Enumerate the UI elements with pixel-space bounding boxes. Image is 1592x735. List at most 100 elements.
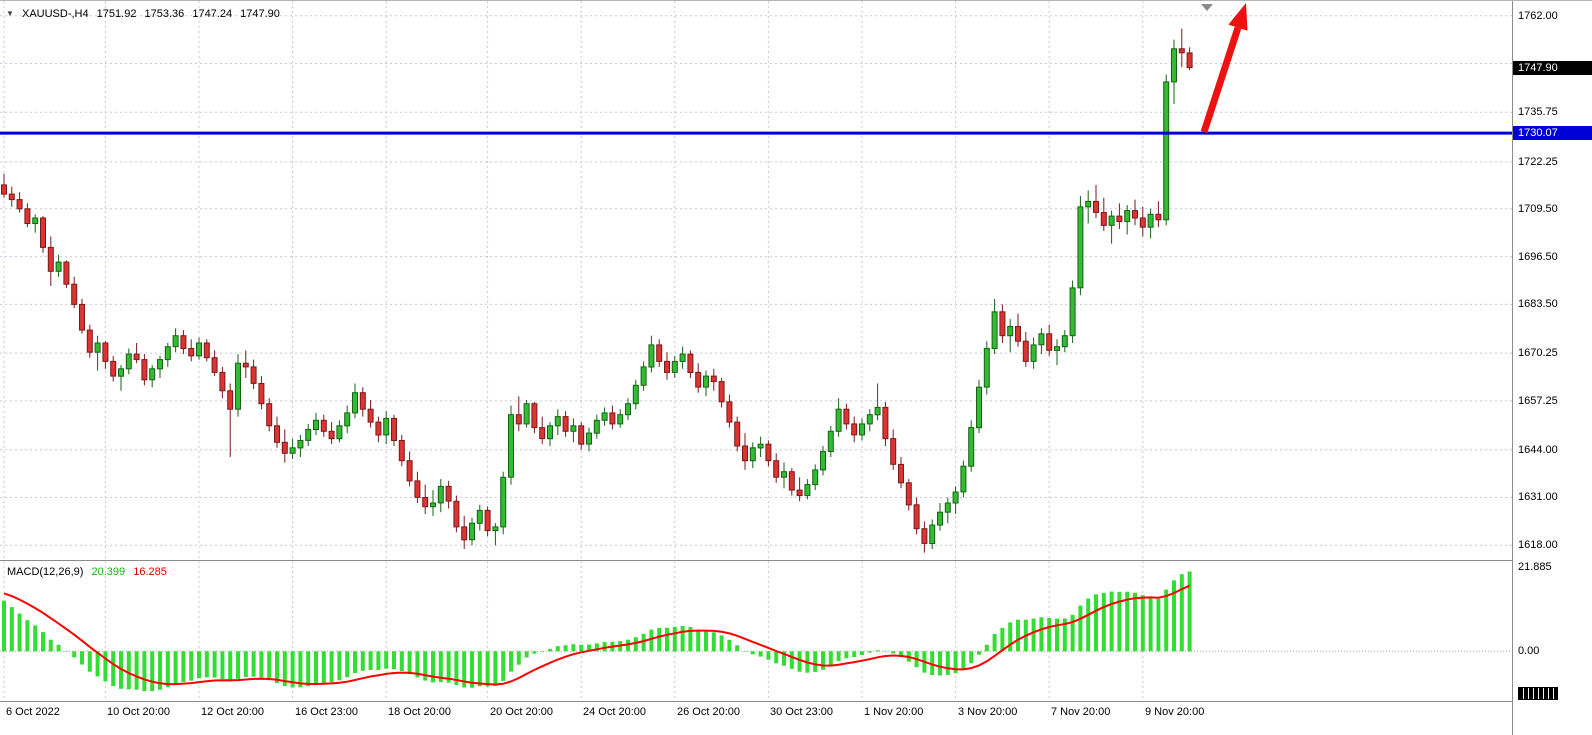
candle[interactable] [250, 366, 257, 384]
candle[interactable] [898, 463, 904, 484]
candle[interactable] [1116, 215, 1123, 223]
candle[interactable] [593, 419, 600, 434]
candle[interactable] [1100, 212, 1107, 226]
candle[interactable] [281, 441, 288, 454]
candle[interactable] [1108, 215, 1115, 226]
candle[interactable] [1069, 287, 1076, 337]
candle[interactable] [16, 199, 23, 210]
candle[interactable] [375, 421, 382, 436]
candle[interactable] [274, 425, 280, 443]
candle[interactable] [398, 440, 405, 462]
candle[interactable] [648, 344, 655, 368]
candle[interactable] [913, 504, 920, 530]
candle[interactable] [492, 526, 499, 532]
candles-series[interactable] [1, 28, 1193, 553]
candle[interactable] [905, 482, 912, 506]
chart-shift-marker-icon[interactable] [1201, 4, 1213, 11]
candle[interactable] [1046, 333, 1053, 351]
candle[interactable] [866, 414, 873, 425]
candle[interactable] [180, 335, 187, 350]
candle[interactable] [851, 423, 858, 436]
candle[interactable] [141, 359, 148, 381]
candle[interactable] [297, 440, 304, 449]
candle[interactable] [79, 303, 85, 331]
candle[interactable] [110, 360, 117, 377]
candle[interactable] [632, 384, 639, 405]
symbol-dropdown-icon[interactable]: ▼ [6, 9, 14, 18]
candle[interactable] [1093, 200, 1099, 213]
candle[interactable] [336, 425, 343, 440]
candle[interactable] [523, 403, 530, 425]
candle[interactable] [640, 366, 647, 386]
candle[interactable] [742, 445, 748, 462]
candle[interactable] [586, 432, 592, 445]
candle[interactable] [944, 502, 951, 513]
candle[interactable] [601, 412, 608, 421]
candle[interactable] [32, 217, 39, 224]
candle[interactable] [500, 476, 507, 528]
candle[interactable] [539, 427, 546, 440]
candle[interactable] [367, 408, 374, 423]
candle[interactable] [47, 246, 54, 272]
candle[interactable] [86, 329, 93, 353]
macd-scale-grip[interactable] [1518, 687, 1558, 700]
candle[interactable] [1015, 326, 1021, 342]
candle[interactable] [515, 414, 522, 425]
candle[interactable] [1155, 213, 1162, 221]
candle[interactable] [430, 502, 436, 508]
candle[interactable] [258, 383, 265, 405]
candle[interactable] [617, 414, 624, 425]
candle[interactable] [757, 443, 764, 449]
candle[interactable] [710, 375, 717, 383]
candle[interactable] [305, 428, 312, 441]
candle[interactable] [71, 283, 78, 305]
candle[interactable] [1163, 81, 1170, 221]
candle[interactable] [476, 509, 483, 524]
candle[interactable] [788, 471, 795, 491]
candle[interactable] [859, 423, 865, 436]
candle[interactable] [242, 362, 249, 368]
candle[interactable] [188, 348, 195, 357]
candle[interactable] [999, 311, 1006, 337]
candle[interactable] [227, 390, 234, 410]
candle[interactable] [203, 342, 210, 359]
candle[interactable] [445, 485, 452, 502]
candle[interactable] [352, 392, 358, 414]
candle[interactable] [469, 522, 475, 541]
candle[interactable] [609, 412, 616, 425]
candle[interactable] [328, 430, 335, 440]
candle[interactable] [320, 419, 327, 432]
candle[interactable] [991, 311, 998, 350]
candle[interactable] [937, 511, 943, 526]
candle[interactable] [94, 342, 101, 353]
candle[interactable] [983, 348, 990, 388]
candle[interactable] [266, 403, 273, 427]
candle[interactable] [1007, 326, 1014, 337]
candle[interactable] [344, 412, 351, 427]
candle[interactable] [313, 419, 319, 430]
macd-indicator-chart[interactable] [0, 561, 1512, 701]
candle[interactable] [149, 368, 156, 381]
candle[interactable] [968, 427, 975, 467]
candle[interactable] [24, 208, 31, 225]
candle[interactable] [172, 335, 179, 348]
candle[interactable] [578, 425, 585, 445]
candle[interactable] [843, 408, 850, 425]
candle[interactable] [235, 362, 241, 410]
candle[interactable] [1124, 210, 1131, 223]
candle[interactable] [289, 447, 296, 454]
candle[interactable] [1054, 346, 1060, 351]
candle[interactable] [406, 460, 413, 482]
candle[interactable] [508, 414, 514, 478]
candle[interactable] [125, 353, 132, 370]
candle[interactable] [664, 360, 670, 373]
candle[interactable] [554, 416, 561, 427]
candle[interactable] [749, 447, 756, 462]
candle[interactable] [164, 346, 171, 361]
candle[interactable] [570, 425, 577, 432]
candle[interactable] [1178, 48, 1185, 54]
candle[interactable] [133, 353, 140, 361]
candle[interactable] [929, 524, 936, 544]
candle[interactable] [1171, 48, 1177, 83]
candle[interactable] [484, 509, 491, 532]
